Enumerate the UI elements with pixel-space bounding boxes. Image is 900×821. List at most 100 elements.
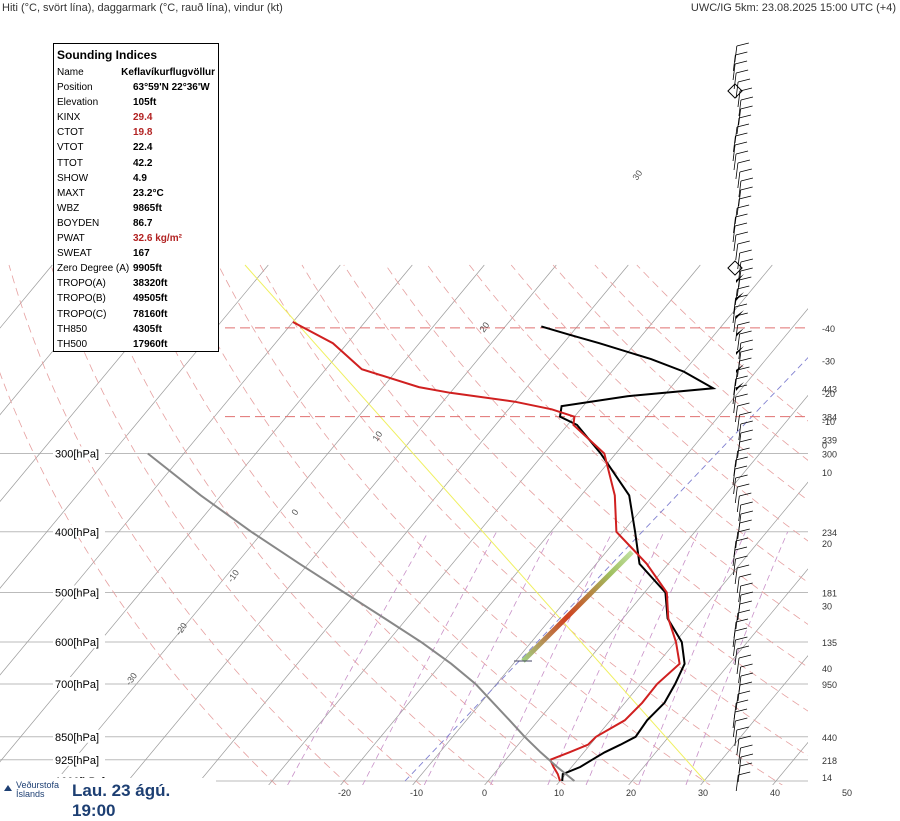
wind-barb-feather	[741, 187, 753, 190]
wind-barb	[738, 334, 740, 350]
wind-barb-feather	[738, 241, 750, 244]
isotherm-label: -30	[123, 671, 139, 687]
wind-barb	[737, 577, 739, 593]
chart-header-left: Hiti (°C, svört lína), daggarmark (°C, r…	[2, 0, 283, 16]
index-value: 32.6 kg/m²	[133, 231, 182, 246]
wind-barb	[735, 730, 737, 746]
isotherm-label: -10	[225, 568, 241, 584]
wind-barb-feather	[741, 502, 753, 505]
mixing-ratio-line	[358, 532, 497, 795]
temperature-tick-label: -20	[338, 788, 351, 798]
wind-barb-feather	[739, 115, 751, 118]
wind-barb	[738, 172, 740, 188]
wind-barb-feather	[739, 655, 751, 658]
wind-barb-feather	[738, 772, 750, 775]
wind-barb	[736, 244, 738, 260]
temperature-tick-label: 30	[698, 788, 708, 798]
wind-barb-pennant	[736, 382, 744, 391]
cape-segment	[523, 552, 632, 661]
wind-barb-feather	[736, 70, 748, 73]
wind-barb-feather	[739, 196, 751, 199]
wind-barb-feather	[735, 718, 747, 721]
isotherm	[682, 265, 900, 807]
wind-barb-feather	[738, 448, 750, 451]
right-axis-label: -40	[822, 324, 835, 334]
index-value: 17960ft	[133, 337, 167, 352]
right-axis-label: 40	[822, 664, 832, 674]
wind-barb-feather	[735, 304, 747, 307]
wind-barb	[737, 415, 739, 431]
index-key: TH850	[57, 322, 133, 337]
wind-barb-feather	[737, 646, 749, 649]
right-axis-label: 135	[822, 638, 837, 648]
wind-barb-feather	[735, 466, 747, 469]
wind-barb-feather	[740, 250, 752, 253]
index-key: TROPO(A)	[57, 276, 133, 291]
index-key: Elevation	[57, 95, 133, 110]
index-value: 38320ft	[133, 276, 167, 291]
dry-adiabat	[511, 265, 900, 794]
temperature-tick-label: 50	[842, 788, 852, 798]
temperature-tick-label: -10	[410, 788, 423, 798]
wind-barb	[734, 235, 736, 251]
index-value: 42.2	[133, 156, 152, 171]
wind-barb-feather	[736, 232, 748, 235]
right-axis-label: -30	[822, 356, 835, 366]
right-axis-label: 440	[822, 733, 837, 743]
wind-barb-feather	[738, 79, 750, 82]
footer-logo: Veðurstofa Íslands Lau. 23 ágú. 19:00	[0, 778, 216, 808]
lcl-line	[405, 345, 820, 781]
sounding-indices-title: Sounding Indices	[57, 48, 215, 62]
index-row: Zero Degree (A)9905ft	[57, 261, 215, 276]
isotherm-label: 0	[289, 507, 300, 517]
brand-text: Veðurstofa Íslands	[16, 781, 66, 799]
wind-barb-feather	[738, 322, 750, 325]
pressure-label: 700[hPa]	[55, 679, 99, 691]
index-value: 29.4	[133, 110, 152, 125]
wind-barb-feather	[741, 268, 753, 271]
pressure-label: 500[hPa]	[55, 587, 99, 599]
right-axis-label: 950	[822, 680, 837, 690]
wind-barb-feather	[739, 358, 751, 361]
wind-barb-feather	[741, 583, 753, 586]
index-key: KINX	[57, 110, 133, 125]
index-key: TROPO(B)	[57, 291, 133, 306]
index-value: 9905ft	[133, 261, 162, 276]
wind-barb-feather	[740, 520, 752, 523]
wind-barb	[737, 280, 739, 296]
wind-barb	[737, 496, 739, 512]
wind-barb-feather	[735, 709, 747, 712]
index-value: 23.2°C	[133, 186, 164, 201]
vedurstofa-logo-icon	[3, 783, 13, 793]
index-key: CTOT	[57, 125, 133, 140]
wind-barb-feather	[741, 745, 753, 748]
index-value: 19.8	[133, 125, 152, 140]
pressure-labels: 300[hPa]400[hPa]500[hPa]600[hPa]700[hPa]…	[53, 447, 105, 788]
temperature-tick-label: 40	[770, 788, 780, 798]
wind-barb-feather	[735, 547, 747, 550]
right-axis-label: -10	[822, 417, 835, 427]
wind-barb	[734, 154, 736, 170]
isotherm	[178, 265, 628, 807]
right-axis-label: 14	[822, 773, 832, 783]
temperature-tick-label: 20	[626, 788, 636, 798]
index-key: SHOW	[57, 171, 133, 186]
index-key: MAXT	[57, 186, 133, 201]
wind-barb	[738, 442, 740, 458]
mixing-ratio-line	[283, 532, 429, 795]
index-row: TROPO(C)78160ft	[57, 307, 215, 322]
wind-barb-feather	[740, 331, 752, 334]
isotherm	[322, 265, 772, 807]
wind-barb-feather	[738, 691, 750, 694]
wind-barb-feather	[738, 160, 750, 163]
wind-barb-feather	[741, 754, 753, 757]
wind-barb-feather	[741, 340, 753, 343]
